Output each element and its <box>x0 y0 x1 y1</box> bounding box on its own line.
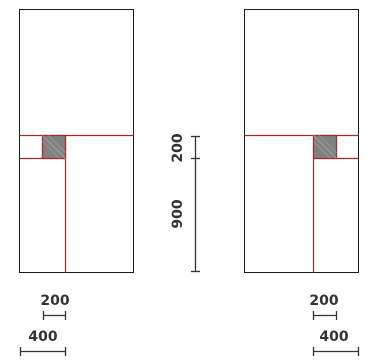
right-panel-outline <box>244 9 359 273</box>
right-panel <box>244 9 359 273</box>
right-dimension-small <box>312 311 338 320</box>
right-dimension-large-label: 400 <box>319 329 348 345</box>
right-dimension-large <box>312 347 360 356</box>
left-hatched-square <box>41 134 67 160</box>
left-dimension-small-label: 200 <box>40 293 69 309</box>
vertical-dimension <box>191 135 200 273</box>
left-panel-outline <box>19 9 134 273</box>
vertical-dimension-label-bottom: 900 <box>170 199 186 228</box>
left-dimension-large <box>19 347 67 356</box>
right-hatched-square <box>312 134 338 160</box>
left-dimension-small <box>42 311 67 320</box>
vertical-dimension-label-top: 200 <box>170 133 186 162</box>
left-panel <box>19 9 134 273</box>
right-dimension-small-label: 200 <box>309 293 338 309</box>
left-dimension-large-label: 400 <box>28 329 57 345</box>
